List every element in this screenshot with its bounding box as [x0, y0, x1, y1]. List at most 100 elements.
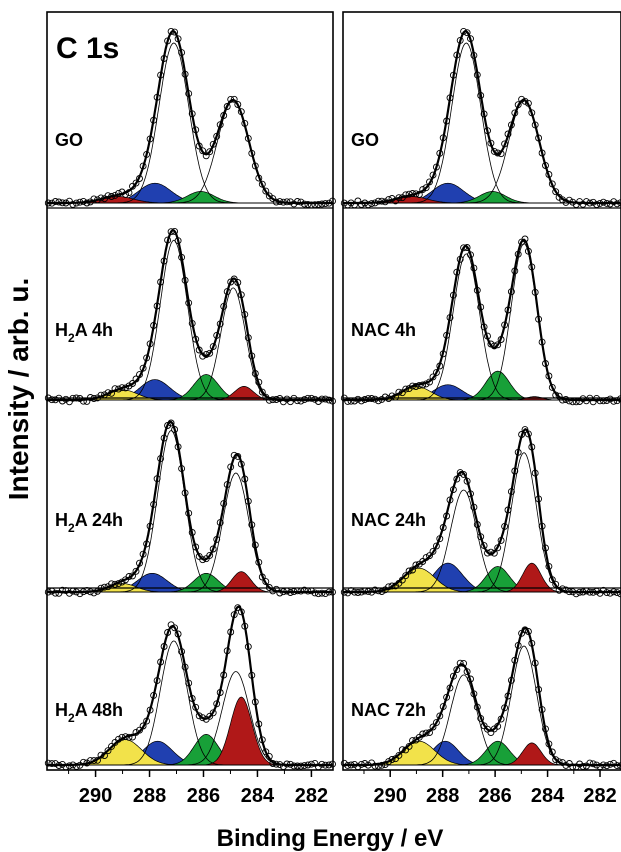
data-point	[405, 742, 413, 750]
data-point	[136, 726, 143, 734]
data-point	[354, 197, 362, 205]
data-point	[409, 566, 416, 574]
data-point	[582, 198, 590, 206]
data-point	[480, 323, 488, 331]
data-point	[220, 671, 228, 679]
data-point	[286, 760, 294, 768]
data-point	[415, 381, 423, 389]
right-frame	[342, 11, 621, 771]
data-point	[286, 589, 294, 596]
data-point	[436, 149, 444, 157]
data-point	[559, 585, 566, 593]
data-point	[477, 533, 485, 541]
data-point	[321, 761, 329, 769]
data-point	[48, 760, 56, 768]
data-point	[589, 588, 597, 596]
data-point	[76, 198, 84, 206]
data-point	[599, 586, 607, 594]
data-point	[494, 149, 502, 157]
data-point	[347, 199, 355, 207]
data-point	[613, 762, 621, 770]
data-point	[344, 761, 352, 769]
data-point	[125, 573, 133, 580]
data-point	[248, 671, 256, 679]
data-point	[58, 199, 66, 207]
data-point	[192, 543, 200, 551]
data-point	[419, 381, 427, 389]
data-point	[108, 580, 115, 588]
data-point	[146, 706, 154, 714]
data-point	[248, 352, 256, 360]
data-point	[160, 643, 168, 650]
data-point	[251, 370, 259, 377]
data-point	[542, 162, 549, 169]
left-panel-2: H2A 4h	[44, 227, 336, 406]
x-tick-label: 290	[79, 785, 112, 807]
data-point	[395, 751, 403, 759]
data-point	[65, 589, 73, 597]
data-point	[227, 95, 235, 103]
data-point	[97, 194, 105, 202]
data-point	[340, 588, 348, 596]
data-point	[104, 747, 112, 755]
data-point	[531, 659, 539, 667]
data-point	[507, 488, 515, 496]
data-point	[293, 762, 301, 770]
data-point	[514, 641, 522, 649]
data-point	[415, 191, 423, 198]
sample-label: GO	[55, 130, 83, 150]
data-point	[392, 393, 399, 401]
data-point	[412, 561, 420, 569]
data-point	[244, 643, 252, 651]
data-point	[171, 624, 179, 632]
data-point	[94, 196, 101, 204]
data-point	[586, 588, 594, 596]
data-point	[76, 590, 84, 598]
data-point	[115, 189, 122, 197]
data-point	[470, 51, 478, 59]
data-point	[227, 628, 235, 636]
data-point	[230, 451, 238, 459]
data-point	[209, 343, 217, 351]
data-point	[185, 299, 193, 307]
data-point	[426, 378, 433, 386]
data-point	[528, 443, 536, 451]
data-point	[555, 758, 563, 766]
data-point	[209, 709, 217, 717]
data-point	[272, 585, 280, 593]
data-point	[122, 384, 129, 392]
data-point	[325, 588, 333, 596]
sample-label: NAC 4h	[351, 320, 416, 340]
data-point	[576, 760, 584, 768]
data-point	[213, 331, 221, 339]
data-point	[388, 392, 396, 400]
data-point	[174, 630, 182, 638]
data-point	[436, 712, 444, 720]
left-frame	[46, 11, 334, 771]
data-point	[395, 194, 403, 202]
data-point	[202, 351, 210, 358]
data-point	[473, 521, 481, 528]
data-point	[473, 703, 481, 711]
data-point	[132, 375, 140, 383]
data-point	[405, 190, 413, 198]
data-point	[562, 396, 570, 403]
data-point	[62, 199, 70, 207]
data-point	[538, 706, 546, 714]
right-panel-4: NAC 72h	[340, 626, 621, 771]
data-point	[192, 703, 200, 711]
data-point	[55, 198, 63, 206]
data-point	[230, 95, 238, 103]
data-point	[361, 760, 369, 767]
data-point	[199, 556, 207, 564]
data-point	[115, 735, 122, 743]
data-point	[234, 279, 242, 286]
data-point	[237, 108, 245, 116]
data-point	[265, 752, 273, 760]
sample-label: H2A 4h	[55, 320, 113, 345]
data-point	[531, 469, 539, 477]
data-point	[251, 541, 259, 549]
right-panel-2: NAC 4h	[340, 235, 621, 406]
data-point	[497, 336, 505, 343]
sample-label: GO	[351, 130, 379, 150]
